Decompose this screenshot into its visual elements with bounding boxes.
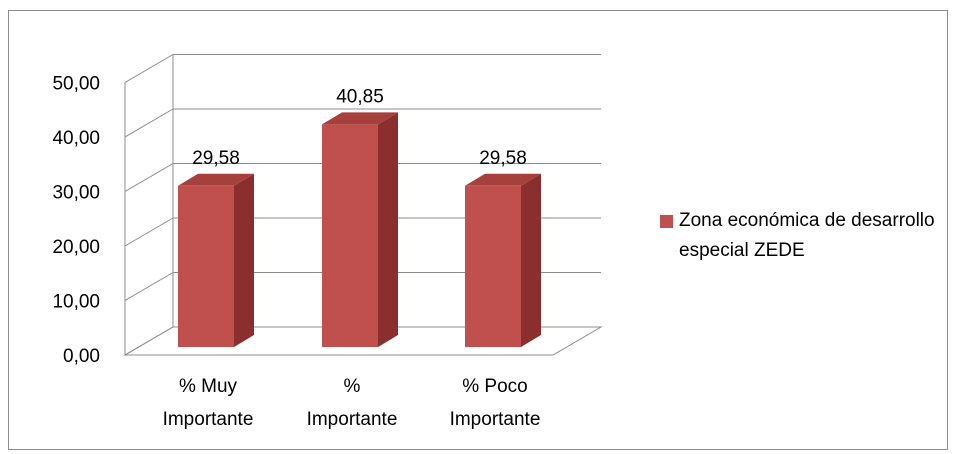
bars [178,112,541,348]
y-tick-label: 30,00 [52,183,100,204]
bar-side [378,112,398,348]
bar [465,173,541,347]
bar-front [322,124,378,348]
data-label: 29,58 [479,148,527,169]
bar-top [178,173,254,186]
data-label: 29,58 [192,148,240,169]
bar [322,112,398,348]
category-label: Importante [307,409,398,430]
bar-front [465,185,521,347]
y-tick-label: 10,00 [52,292,100,313]
category-label: Importante [450,409,541,430]
data-labels: 29,58 40,85 29,58 [192,86,527,168]
y-tick-label: 50,00 [52,74,100,95]
gridline-diagonal [124,54,174,83]
gridline-diagonal [124,272,174,301]
gridline-diagonal [124,108,174,138]
category-label: % Poco [462,376,527,397]
category-label: Importante [163,409,254,430]
y-tick-labels: 0,00 10,00 20,00 30,00 40,00 50,00 [52,74,100,368]
gridline-diagonal [124,217,174,247]
gridline-diagonal [124,326,174,356]
legend-label: Zona económica de desarrollo especial ZE… [679,210,935,261]
legend: Zona económica de desarrollo especial ZE… [660,206,950,266]
gridline-diagonal [124,163,174,192]
bar-top [465,173,541,186]
data-label: 40,85 [336,86,384,107]
y-tick-label: 20,00 [52,237,100,258]
bar [178,173,254,347]
y-tick-label: 40,00 [52,128,100,149]
bar-side [234,173,254,347]
legend-swatch [660,215,673,228]
category-label: % Muy [179,376,238,397]
category-label: % [344,376,361,397]
bar-top [322,112,398,125]
y-tick-label: 0,00 [63,346,100,367]
category-labels: % Muy Importante% Importante % Poco Importan… [163,376,541,430]
bar-side [521,173,541,347]
bar-front [178,185,234,347]
